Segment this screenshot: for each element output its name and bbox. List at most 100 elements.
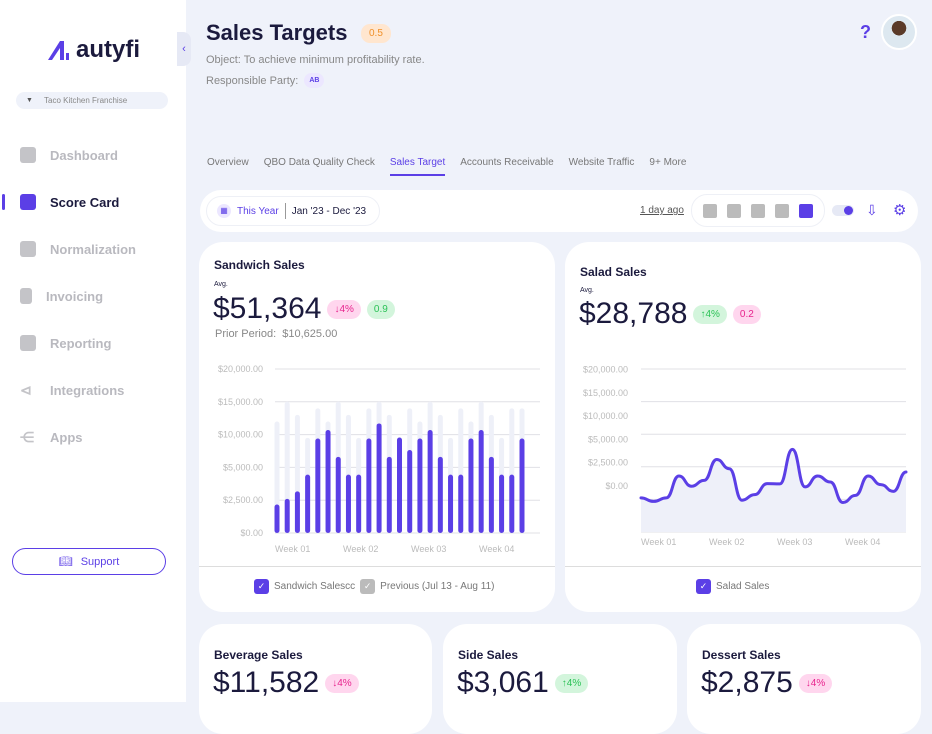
- card-title: Beverage Sales: [214, 648, 303, 662]
- change-badge: ↑4%: [554, 673, 589, 693]
- current-bar: [315, 438, 321, 533]
- sidebar-item-integrations[interactable]: ⊲ Integrations: [20, 382, 124, 398]
- x-tick-label: Week 03: [777, 537, 812, 547]
- toggle-switch[interactable]: [832, 205, 854, 216]
- nav-label: Score Card: [50, 194, 120, 210]
- x-tick-label: Week 02: [709, 537, 744, 547]
- chart-legend: ✓ Sandwich Salescc ✓ Previous (Jul 13 - Au…: [254, 579, 494, 594]
- columns-view-icon[interactable]: [751, 203, 765, 218]
- kpi-row: $51,364 ↓4% 0.9: [213, 292, 395, 326]
- kpi-row: $28,788 ↑4% 0.2: [579, 297, 761, 331]
- nav-label: Dashboard: [50, 147, 118, 163]
- card-title: Side Sales: [458, 648, 519, 662]
- change-badge: ↓4%: [327, 299, 361, 319]
- card-title: Sandwich Sales: [214, 258, 305, 272]
- change-badge: ↓4%: [325, 673, 359, 693]
- card-title: Dessert Sales: [702, 648, 781, 662]
- x-tick-label: Week 04: [479, 544, 514, 554]
- prior-value: $10,625.00: [282, 328, 338, 340]
- tab-overview[interactable]: Overview: [207, 157, 249, 168]
- nav-label: Integrations: [50, 382, 125, 398]
- logo[interactable]: autyfi: [46, 36, 140, 64]
- y-tick-label: $15,000.00: [583, 388, 628, 398]
- current-bar: [335, 456, 341, 533]
- prior-period: Prior Period: $10,625.00: [215, 328, 337, 340]
- score-badge: 0.2: [732, 304, 761, 324]
- active-indicator: [2, 194, 5, 210]
- x-tick-label: Week 01: [275, 544, 310, 554]
- settings-gear-icon[interactable]: ⚙: [893, 202, 907, 219]
- invoice-icon: [20, 288, 32, 304]
- kpi-value: $28,788: [579, 297, 688, 330]
- calendar-icon: ▦: [217, 204, 231, 218]
- organization-name: Taco Kitchen Franchise: [44, 96, 128, 105]
- prior-label: Prior Period:: [215, 328, 277, 340]
- current-bar: [478, 430, 484, 533]
- sandwich-sales-card: Sandwich Sales Avg. $51,364 ↓4% 0.9 Prior …: [199, 242, 555, 612]
- sidebar-item-invoicing[interactable]: Invoicing: [20, 288, 103, 304]
- legend-label: Sandwich Salescc: [274, 581, 356, 592]
- current-bar: [305, 474, 311, 533]
- current-bar: [509, 474, 515, 533]
- grid-view-icon[interactable]: [799, 203, 813, 218]
- sidebar-item-reporting[interactable]: Reporting: [20, 335, 111, 351]
- tab-website-traffic[interactable]: Website Traffic: [568, 157, 635, 168]
- y-tick-label: $0.00: [240, 528, 263, 538]
- chart-legend: ✓ Salad Sales: [696, 579, 769, 594]
- tab-accounts-receivable[interactable]: Accounts Receivable: [460, 157, 554, 168]
- y-tick-label: $5,000.00: [588, 434, 628, 444]
- tab-more[interactable]: 9+ More: [649, 157, 687, 168]
- current-bar: [468, 438, 474, 533]
- date-range-picker[interactable]: ▦ This Year Jan '23 - Dec '23: [206, 196, 380, 226]
- current-bar: [437, 456, 443, 533]
- support-button[interactable]: 📖︎ Support: [12, 548, 166, 575]
- change-badge: ↓4%: [798, 673, 833, 693]
- page-title: Sales Targets: [206, 20, 348, 45]
- collapse-sidebar-button[interactable]: ‹: [177, 32, 191, 66]
- divider: [199, 566, 555, 567]
- sidebar-item-score-card[interactable]: Score Card: [20, 194, 119, 210]
- y-tick-label: $20,000.00: [218, 364, 263, 374]
- responsible-avatar[interactable]: AB: [304, 73, 325, 88]
- book-icon: 📖︎: [58, 556, 73, 568]
- current-bar: [284, 498, 290, 533]
- current-bar: [345, 474, 351, 533]
- organization-select[interactable]: ▼ Taco Kitchen Franchise: [16, 92, 168, 109]
- avg-label: Avg.: [214, 281, 228, 288]
- responsible-label: Responsible Party:: [206, 74, 299, 87]
- range-label: Jan '23 - Dec '23: [291, 205, 367, 217]
- objective-text: Object: To achieve minimum profitability…: [206, 54, 425, 66]
- score-badge: 0.5: [361, 24, 391, 43]
- avg-label: Avg.: [580, 287, 594, 294]
- x-tick-label: Week 03: [411, 544, 446, 554]
- current-bar: [325, 430, 331, 533]
- sidebar-item-apps[interactable]: ⋲ Apps: [20, 429, 83, 445]
- score-badge: 0.9: [366, 299, 395, 319]
- map-view-icon[interactable]: [727, 203, 741, 218]
- current-bar: [488, 456, 494, 533]
- last-updated-link[interactable]: 1 day ago: [640, 205, 684, 216]
- current-bar: [448, 474, 454, 533]
- help-icon[interactable]: ?: [860, 22, 871, 42]
- legend-checkbox-current[interactable]: ✓: [254, 579, 269, 594]
- sidebar-item-normalization[interactable]: Normalization: [20, 241, 136, 257]
- legend-checkbox-salad[interactable]: ✓: [696, 579, 711, 594]
- tab-sales-target[interactable]: Sales Target: [389, 157, 446, 176]
- user-avatar[interactable]: [881, 14, 917, 50]
- current-bar: [499, 474, 505, 533]
- y-tick-label: $5,000.00: [223, 462, 263, 472]
- legend-checkbox-previous[interactable]: ✓: [360, 579, 376, 594]
- sandwich-bar-chart: $0.00 $2,500.00 $5,000.00 $10,000.00 $15,000…: [218, 364, 540, 554]
- current-bar: [376, 423, 382, 533]
- current-bar: [417, 438, 423, 533]
- sidebar-item-dashboard[interactable]: Dashboard: [20, 147, 118, 163]
- separator: [284, 203, 286, 219]
- tab-qbo-data-quality-check[interactable]: QBO Data Quality Check: [263, 157, 375, 168]
- change-badge: ↑4%: [693, 304, 727, 324]
- rows-view-icon[interactable]: [775, 203, 789, 218]
- nav-label: Normalization: [50, 241, 136, 257]
- bar-view-icon[interactable]: [703, 203, 717, 218]
- sort-icon[interactable]: ⇩: [866, 202, 878, 218]
- y-tick-label: $15,000.00: [218, 397, 263, 407]
- current-bar: [366, 438, 372, 533]
